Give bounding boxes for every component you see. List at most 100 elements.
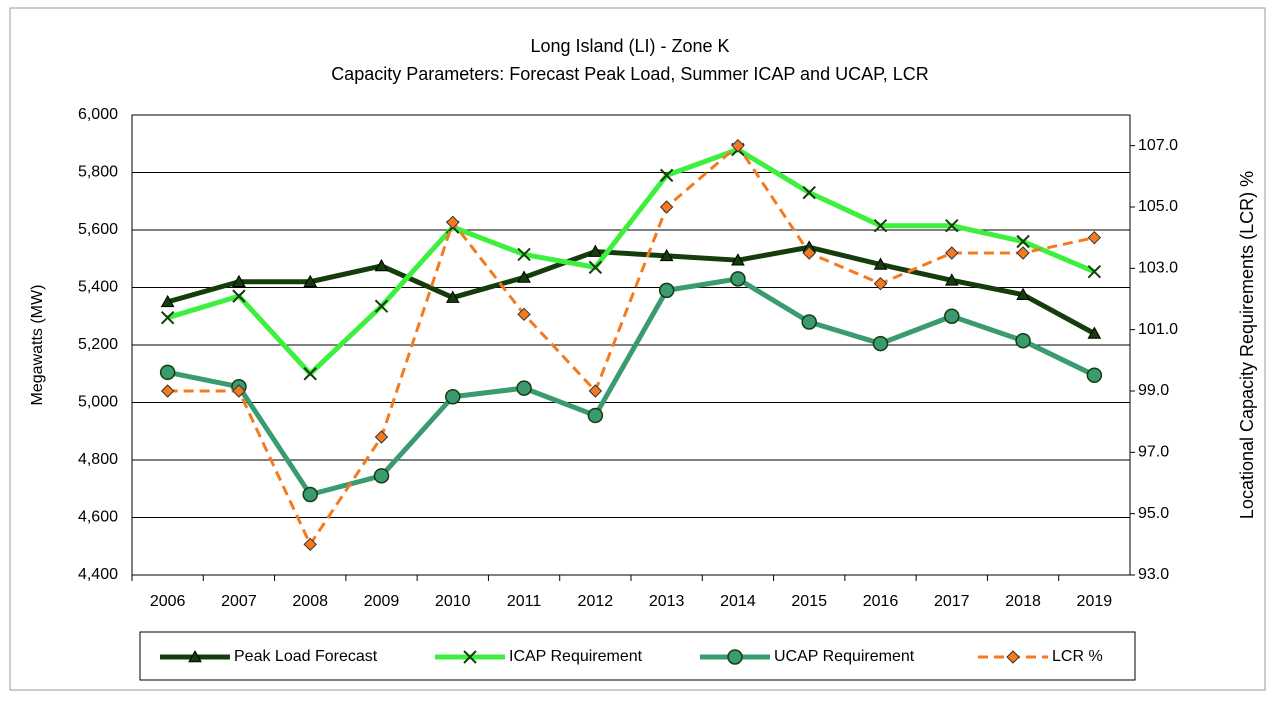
data-point — [302, 486, 318, 503]
x-tick-label: 2013 — [649, 593, 685, 610]
data-point — [1016, 246, 1030, 260]
y2-axis-label: Locational Capacity Requirements (LCR) % — [1237, 171, 1257, 519]
data-point — [659, 248, 674, 262]
data-point — [374, 430, 389, 444]
data-point — [517, 247, 531, 262]
data-point — [588, 384, 603, 398]
data-point — [944, 273, 959, 286]
x-tick-label: 2016 — [863, 593, 899, 610]
y2-tick-label: 99.0 — [1138, 382, 1169, 399]
data-point — [873, 276, 888, 291]
data-point — [731, 253, 745, 266]
data-point — [1087, 264, 1102, 279]
data-point — [1086, 367, 1103, 383]
y2-tick-label: 93.0 — [1138, 566, 1169, 583]
data-point — [588, 244, 603, 257]
data-point — [945, 246, 959, 260]
data-point — [374, 258, 389, 272]
x-tick-label: 2015 — [791, 593, 827, 610]
data-point — [160, 310, 175, 325]
y-tick-label: 4,600 — [78, 509, 118, 526]
x-tick-label: 2006 — [150, 593, 186, 610]
data-point — [374, 299, 389, 313]
data-point — [445, 290, 460, 303]
x-tick-label: 2012 — [578, 593, 614, 610]
legend-marker — [188, 649, 202, 663]
data-point — [1016, 287, 1030, 300]
y2-tick-label: 105.0 — [1138, 198, 1178, 215]
series-line — [166, 147, 1096, 377]
x-tick-label: 2011 — [507, 593, 542, 610]
y-tick-label: 5,800 — [78, 164, 118, 181]
data-point — [801, 314, 817, 330]
x-tick-label: 2010 — [435, 593, 471, 610]
data-point — [1016, 234, 1030, 249]
chart-frame — [9, 7, 1266, 691]
y-tick-label: 4,800 — [78, 451, 118, 468]
data-point — [517, 270, 531, 283]
data-point — [730, 271, 746, 287]
data-point — [445, 389, 461, 405]
y2-tick-label: 103.0 — [1138, 260, 1178, 277]
legend-label: ICAP Requirement — [509, 648, 643, 665]
data-point — [873, 257, 888, 270]
series-line — [167, 144, 1095, 546]
legend-marker — [1006, 650, 1020, 664]
data-point — [944, 308, 960, 324]
y-tick-label: 5,200 — [78, 336, 118, 353]
chart-subtitle: Capacity Parameters: Forecast Peak Load,… — [331, 64, 929, 84]
chart-title: Long Island (LI) - Zone K — [530, 36, 729, 56]
data-point — [872, 335, 889, 352]
data-point — [588, 260, 603, 275]
data-point — [303, 274, 318, 288]
data-point — [160, 384, 175, 398]
data-point — [659, 168, 674, 183]
x-tick-label: 2007 — [221, 593, 257, 610]
x-tick-label: 2008 — [292, 593, 328, 610]
x-tick-label: 2014 — [720, 593, 756, 610]
x-tick-label: 2018 — [1005, 593, 1041, 610]
y-tick-label: 5,600 — [78, 221, 118, 238]
data-point — [659, 200, 674, 214]
legend-label: LCR % — [1052, 648, 1103, 665]
data-point — [232, 384, 246, 398]
data-point — [802, 185, 816, 200]
y-tick-label: 5,400 — [78, 279, 118, 296]
series-line — [166, 244, 1096, 336]
y2-tick-label: 97.0 — [1138, 444, 1169, 461]
data-point — [802, 246, 816, 260]
x-tick-label: 2009 — [364, 593, 400, 610]
y2-tick-label: 95.0 — [1138, 505, 1169, 522]
y2-tick-label: 107.0 — [1138, 137, 1178, 154]
data-point — [587, 407, 604, 424]
data-point — [873, 218, 888, 233]
data-point — [159, 364, 176, 381]
data-point — [1015, 332, 1031, 349]
data-point — [303, 537, 317, 552]
legend-label: Peak Load Forecast — [234, 648, 378, 665]
data-point — [658, 282, 675, 299]
x-tick-label: 2017 — [934, 593, 970, 610]
series-line — [167, 276, 1096, 497]
legend-marker — [727, 649, 743, 665]
legend-marker — [463, 650, 477, 664]
data-point — [1087, 230, 1102, 245]
y-axis-label: Megawatts (MW) — [29, 285, 46, 406]
data-point — [232, 274, 246, 288]
x-tick-label: 2019 — [1077, 593, 1113, 610]
data-point — [945, 218, 959, 233]
legend-box — [139, 631, 1136, 681]
legend-label: UCAP Requirement — [774, 648, 915, 665]
data-point — [517, 307, 531, 322]
y2-tick-label: 101.0 — [1138, 321, 1178, 338]
data-point — [303, 367, 317, 381]
y-tick-label: 6,000 — [78, 106, 118, 123]
data-point — [731, 138, 745, 153]
y-tick-label: 5,000 — [78, 394, 118, 411]
data-point — [1087, 326, 1102, 339]
data-point — [446, 215, 460, 230]
data-point — [232, 289, 246, 303]
data-point — [160, 294, 175, 308]
y-tick-label: 4,400 — [78, 566, 118, 583]
